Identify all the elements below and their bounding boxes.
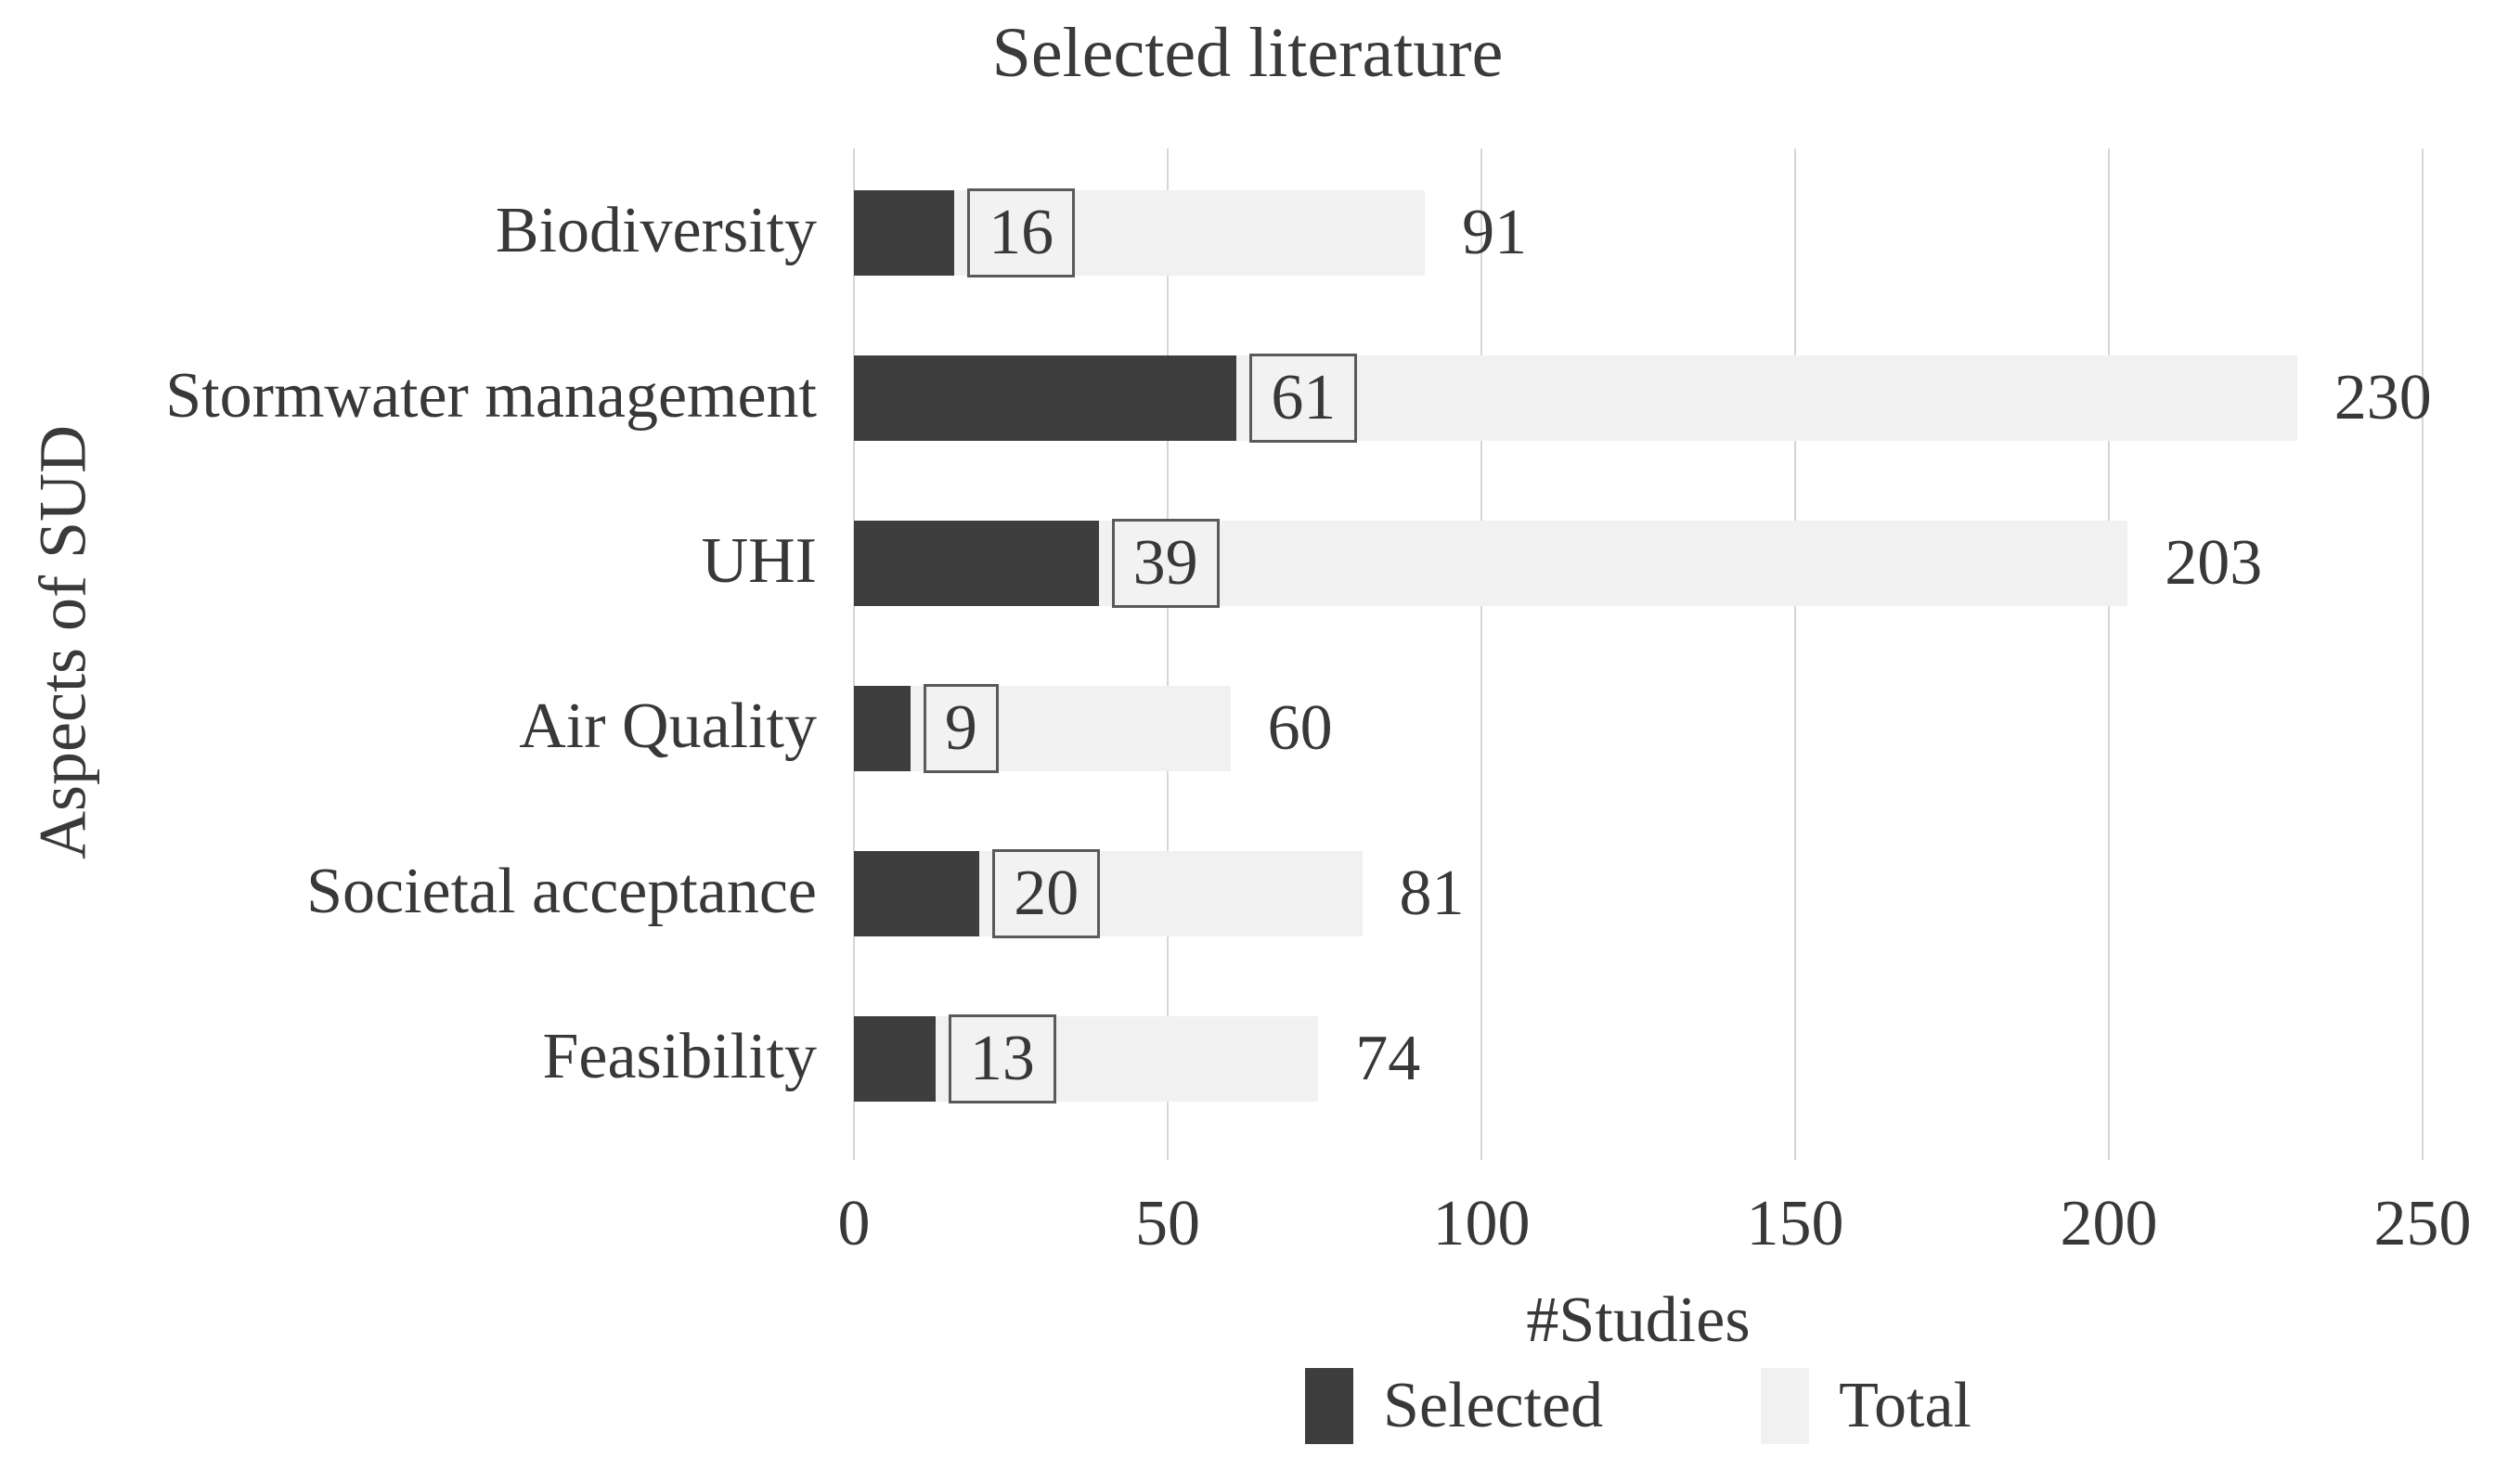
legend-label: Selected <box>1383 1370 1604 1441</box>
selected-bar <box>854 190 955 276</box>
x-tick-label: 200 <box>2060 1188 2158 1259</box>
legend: Selected Total <box>854 1364 2423 1448</box>
total-value-label: 91 <box>1462 197 1528 268</box>
total-value-label: 60 <box>1267 692 1333 764</box>
selected-bar <box>854 355 1237 441</box>
legend-item-selected: Selected <box>1305 1368 1603 1444</box>
total-value-label: 203 <box>2165 527 2263 599</box>
x-tick-label: 100 <box>1432 1188 1531 1259</box>
legend-swatch <box>1761 1368 1810 1444</box>
gridline <box>853 148 855 1160</box>
selected-bar <box>854 686 911 771</box>
gridline <box>1167 148 1169 1160</box>
category-label: Air Quality <box>519 690 817 762</box>
total-value-label: 230 <box>2333 362 2432 433</box>
gridline <box>1794 148 1796 1160</box>
x-axis-ticks: 0 50 100 150 200 250 <box>838 1188 2472 1266</box>
selected-bar <box>854 851 980 936</box>
gridline <box>2108 148 2110 1160</box>
bar-row: 9 60 <box>854 684 2423 773</box>
selected-bar <box>854 1016 936 1102</box>
selected-value-label: 16 <box>967 188 1076 277</box>
category-label: UHI <box>701 525 817 597</box>
x-axis-title: #Studies <box>1526 1284 1751 1356</box>
category-label: Stormwater management <box>165 360 817 432</box>
chart-title: Selected literature <box>991 14 1504 92</box>
category-axis: Biodiversity Stormwater management UHI Air … <box>0 148 817 1160</box>
total-value-label: 74 <box>1355 1023 1421 1094</box>
total-bar <box>854 686 1231 771</box>
selected-value-label: 39 <box>1111 519 1220 608</box>
legend-item-total: Total <box>1761 1368 1971 1444</box>
gridline <box>2422 148 2424 1160</box>
selected-value-label: 20 <box>992 849 1101 938</box>
bar-row: 16 91 <box>854 188 2423 277</box>
selected-value-label: 61 <box>1249 354 1358 443</box>
x-tick-label: 250 <box>2373 1188 2472 1259</box>
bar-row: 61 230 <box>854 354 2432 443</box>
bars-layer: 16 91 61 230 39 203 9 60 20 81 13 74 <box>854 148 2432 1160</box>
selected-bar <box>854 521 1099 606</box>
bar-row: 39 203 <box>854 519 2423 608</box>
selected-value-label: 13 <box>948 1014 1056 1103</box>
total-value-label: 81 <box>1399 858 1465 929</box>
gridline <box>1480 148 1482 1160</box>
x-tick-label: 0 <box>837 1188 871 1259</box>
category-label: Societal acceptance <box>306 856 817 927</box>
x-tick-label: 150 <box>1746 1188 1844 1259</box>
bar-row: 20 81 <box>854 849 2423 938</box>
legend-label: Total <box>1839 1370 1971 1441</box>
bar-row: 13 74 <box>854 1014 2423 1103</box>
category-label: Biodiversity <box>495 195 817 266</box>
x-tick-label: 50 <box>1135 1188 1200 1259</box>
legend-swatch <box>1305 1368 1354 1444</box>
category-label: Feasibility <box>542 1021 817 1092</box>
selected-value-label: 9 <box>923 684 999 773</box>
plot-area: 16 91 61 230 39 203 9 60 20 81 13 74 <box>853 148 2432 1160</box>
